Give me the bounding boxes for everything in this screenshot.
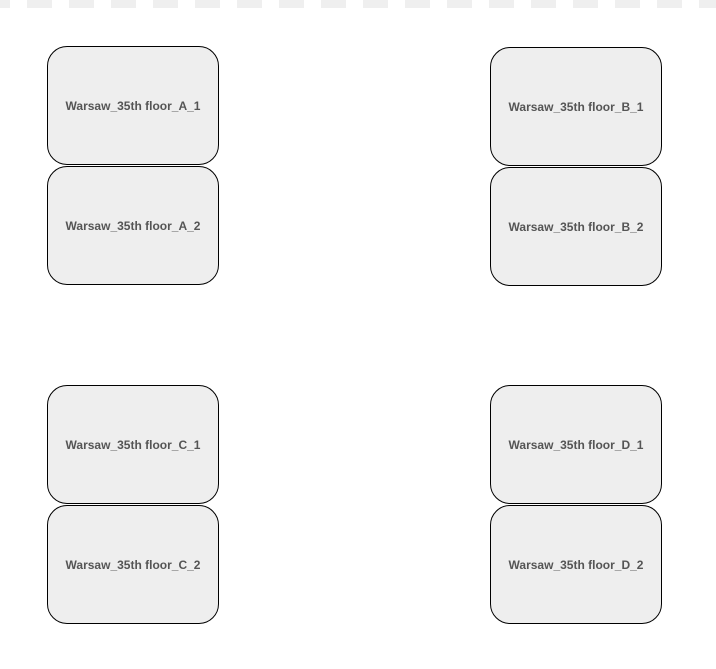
room-d-2[interactable]: Warsaw_35th floor_D_2: [490, 505, 662, 624]
room-c-2[interactable]: Warsaw_35th floor_C_2: [47, 505, 219, 624]
room-d-1[interactable]: Warsaw_35th floor_D_1: [490, 385, 662, 504]
room-d-1-label: Warsaw_35th floor_D_1: [508, 437, 644, 452]
room-b-2[interactable]: Warsaw_35th floor_B_2: [490, 167, 662, 286]
room-a-2[interactable]: Warsaw_35th floor_A_2: [47, 166, 219, 285]
room-b-1-label: Warsaw_35th floor_B_1: [508, 99, 644, 114]
room-group-b: Warsaw_35th floor_B_1 Warsaw_35th floor_…: [490, 47, 662, 287]
room-a-1[interactable]: Warsaw_35th floor_A_1: [47, 46, 219, 165]
room-c-1[interactable]: Warsaw_35th floor_C_1: [47, 385, 219, 504]
top-dashed-border: [0, 0, 716, 8]
room-c-1-label: Warsaw_35th floor_C_1: [65, 437, 201, 452]
room-c-2-label: Warsaw_35th floor_C_2: [65, 557, 201, 572]
room-group-a: Warsaw_35th floor_A_1 Warsaw_35th floor_…: [47, 46, 219, 286]
room-b-2-label: Warsaw_35th floor_B_2: [508, 219, 644, 234]
room-group-c: Warsaw_35th floor_C_1 Warsaw_35th floor_…: [47, 385, 219, 625]
room-a-2-label: Warsaw_35th floor_A_2: [65, 218, 201, 233]
room-group-d: Warsaw_35th floor_D_1 Warsaw_35th floor_…: [490, 385, 662, 625]
room-d-2-label: Warsaw_35th floor_D_2: [508, 557, 644, 572]
room-b-1[interactable]: Warsaw_35th floor_B_1: [490, 47, 662, 166]
room-a-1-label: Warsaw_35th floor_A_1: [65, 98, 201, 113]
